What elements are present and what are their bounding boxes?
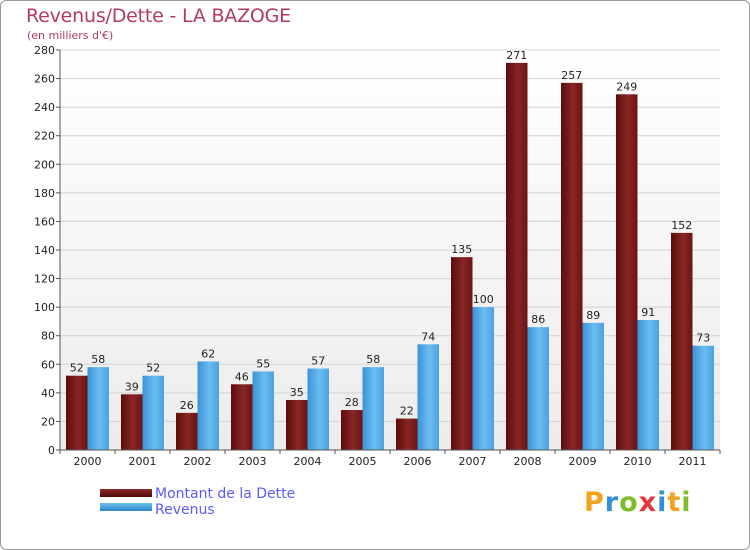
x-tick-label: 2003 bbox=[239, 455, 267, 468]
x-tick-label: 2001 bbox=[129, 455, 157, 468]
data-label: 74 bbox=[421, 330, 435, 343]
proxiti-logo: Proxiti bbox=[584, 487, 692, 518]
bar-dette bbox=[66, 375, 88, 450]
legend-label-debt: Montant de la Dette bbox=[155, 486, 296, 502]
data-label: 35 bbox=[290, 386, 304, 399]
bar-revenus bbox=[252, 371, 274, 450]
data-label: 55 bbox=[256, 357, 270, 370]
y-tick-label: 160 bbox=[34, 215, 55, 228]
data-label: 52 bbox=[146, 362, 160, 375]
data-label: 86 bbox=[531, 313, 545, 326]
data-label: 257 bbox=[561, 69, 582, 82]
x-tick-label: 2011 bbox=[679, 455, 707, 468]
bar-revenus bbox=[142, 375, 164, 450]
x-tick-label: 2000 bbox=[74, 455, 102, 468]
data-label: 91 bbox=[641, 306, 655, 319]
y-tick-label: 80 bbox=[41, 330, 55, 343]
bar-revenus bbox=[197, 361, 219, 450]
x-tick-label: 2004 bbox=[294, 455, 322, 468]
bar-dette bbox=[506, 62, 528, 450]
logo-letter: i bbox=[681, 487, 692, 518]
logo-letter: x bbox=[638, 487, 658, 518]
y-tick-label: 140 bbox=[34, 244, 55, 257]
x-tick-label: 2002 bbox=[184, 455, 212, 468]
y-tick-label: 120 bbox=[34, 273, 55, 286]
x-tick-label: 2010 bbox=[624, 455, 652, 468]
legend-swatch-debt bbox=[100, 489, 152, 497]
bar-dette bbox=[616, 94, 638, 451]
data-label: 100 bbox=[473, 293, 494, 306]
y-tick-label: 240 bbox=[34, 101, 55, 114]
y-tick-label: 0 bbox=[48, 444, 55, 457]
data-label: 89 bbox=[586, 309, 600, 322]
y-tick-label: 40 bbox=[41, 387, 55, 400]
x-tick-label: 2005 bbox=[349, 455, 377, 468]
data-label: 249 bbox=[616, 80, 637, 93]
bar-revenus bbox=[417, 344, 439, 450]
bar-revenus bbox=[692, 345, 714, 450]
bar-dette bbox=[341, 410, 363, 450]
data-label: 46 bbox=[235, 370, 249, 383]
bar-revenus bbox=[527, 327, 549, 450]
y-tick-label: 220 bbox=[34, 130, 55, 143]
bar-dette bbox=[561, 82, 583, 450]
x-tick-label: 2006 bbox=[404, 455, 432, 468]
y-tick-label: 280 bbox=[34, 44, 55, 57]
bar-dette bbox=[451, 257, 473, 450]
legend-swatch-revenus bbox=[100, 503, 152, 511]
y-tick-label: 20 bbox=[41, 415, 55, 428]
data-label: 152 bbox=[671, 219, 692, 232]
logo-letter: t bbox=[667, 487, 682, 518]
y-tick-label: 60 bbox=[41, 358, 55, 371]
x-tick-label: 2007 bbox=[459, 455, 487, 468]
bar-dette bbox=[231, 384, 253, 450]
chart-title: Revenus/Dette - LA BAZOGE bbox=[26, 5, 291, 27]
bar-dette bbox=[121, 394, 143, 450]
y-tick-label: 200 bbox=[34, 158, 55, 171]
chart-subtitle: (en milliers d'€) bbox=[27, 29, 114, 42]
x-tick-label: 2008 bbox=[514, 455, 542, 468]
bar-revenus bbox=[582, 322, 604, 450]
bar-dette bbox=[286, 400, 308, 450]
data-label: 58 bbox=[91, 353, 105, 366]
data-label: 26 bbox=[180, 399, 194, 412]
data-label: 39 bbox=[125, 380, 139, 393]
data-label: 28 bbox=[345, 396, 359, 409]
data-label: 57 bbox=[311, 355, 325, 368]
data-label: 271 bbox=[506, 49, 527, 62]
legend-label-revenus: Revenus bbox=[155, 502, 215, 518]
data-label: 73 bbox=[696, 332, 710, 345]
logo-letter: r bbox=[604, 487, 620, 518]
bar-revenus bbox=[472, 307, 494, 450]
bar-dette bbox=[176, 412, 198, 450]
bar-dette bbox=[671, 232, 693, 450]
data-label: 22 bbox=[400, 405, 414, 418]
data-label: 52 bbox=[70, 362, 84, 375]
logo-letter: P bbox=[584, 487, 605, 518]
y-tick-label: 180 bbox=[34, 187, 55, 200]
logo-letter: o bbox=[619, 487, 639, 518]
bar-revenus bbox=[307, 368, 329, 450]
bar-revenus bbox=[87, 367, 109, 450]
y-tick-label: 260 bbox=[34, 73, 55, 86]
y-tick-label: 100 bbox=[34, 301, 55, 314]
data-label: 135 bbox=[451, 243, 472, 256]
bar-revenus bbox=[637, 320, 659, 450]
data-label: 58 bbox=[366, 353, 380, 366]
bar-revenus bbox=[362, 367, 384, 450]
x-tick-label: 2009 bbox=[569, 455, 597, 468]
data-label: 62 bbox=[201, 347, 215, 360]
bar-dette bbox=[396, 418, 418, 450]
logo-letter: i bbox=[657, 487, 668, 518]
